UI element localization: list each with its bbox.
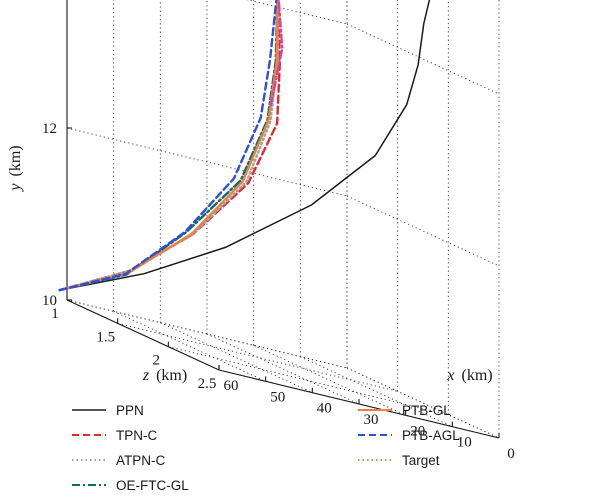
grid-line bbox=[206, 333, 360, 405]
x-axis-label: x (km) bbox=[446, 367, 492, 384]
series-ptb-gl-line bbox=[58, 0, 279, 292]
y-tick-label: 10 bbox=[42, 293, 57, 309]
series-ptb-agl-line bbox=[58, 0, 278, 292]
z-tick-label: 1.5 bbox=[96, 329, 115, 345]
axes bbox=[66, 0, 500, 439]
x-tick-label: 50 bbox=[270, 389, 285, 405]
grid-line bbox=[66, 299, 348, 369]
grid-line bbox=[300, 356, 453, 428]
legend-label-ptb-gl: PTB-GL bbox=[402, 403, 451, 418]
series-ppn-line bbox=[58, 0, 431, 291]
x-tick-label: 60 bbox=[224, 378, 239, 394]
legend-label-oe-ftc-gl: OE-FTC-GL bbox=[116, 478, 189, 493]
z-tick-label: 2 bbox=[153, 353, 161, 369]
grid-line bbox=[117, 322, 398, 392]
legend-label-ppn: PPN bbox=[116, 403, 144, 418]
y-axis-label: y (km) bbox=[7, 145, 24, 192]
grid-line bbox=[168, 346, 449, 416]
grid-line bbox=[246, 0, 348, 25]
grid-line bbox=[113, 310, 266, 382]
series-ptb-agl-overlay-line bbox=[269, 0, 284, 107]
grid-line bbox=[346, 367, 500, 439]
legend-label-atpn-c: ATPN-C bbox=[116, 453, 165, 468]
grid-line bbox=[66, 127, 348, 197]
series-group bbox=[58, 0, 431, 292]
grid-line bbox=[346, 195, 500, 267]
z-axis-label: z (km) bbox=[142, 367, 187, 384]
z-tick-label: 2.5 bbox=[198, 376, 217, 392]
x-tick-label: 30 bbox=[364, 412, 379, 428]
legend: PPN TPN-C ATPN-C OE-FTC-GL PTB-GL PTB-AGL Targ… bbox=[72, 403, 460, 493]
grid-line bbox=[160, 322, 313, 394]
legend-label-target: Target bbox=[402, 453, 440, 468]
z-tick-label: 1 bbox=[51, 306, 59, 322]
z-axis-line bbox=[66, 299, 220, 371]
x-tick-label: 0 bbox=[507, 446, 515, 462]
x-tick-label: 20 bbox=[410, 423, 425, 439]
grid-line bbox=[253, 344, 406, 416]
legend-label-tpn-c: TPN-C bbox=[116, 428, 157, 443]
y-tick-label: 12 bbox=[42, 121, 57, 137]
legend-label-ptb-agl: PTB-AGL bbox=[402, 428, 460, 443]
x-tick-label: 10 bbox=[457, 435, 472, 451]
grid-line bbox=[346, 23, 500, 95]
x-tick-label: 40 bbox=[317, 401, 332, 417]
